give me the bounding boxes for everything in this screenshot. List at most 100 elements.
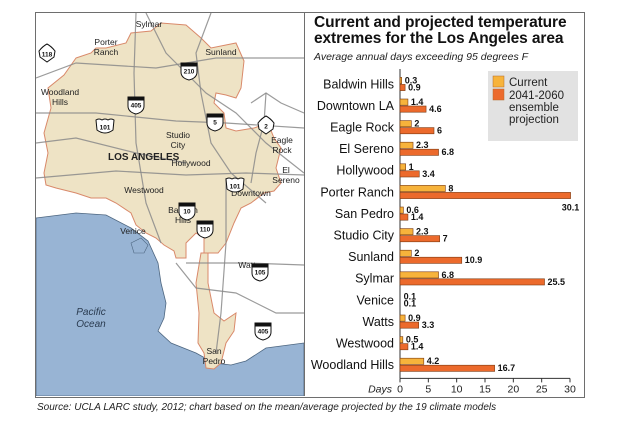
- data-label-projection: 4.6: [429, 104, 442, 114]
- bar-current: [399, 141, 414, 149]
- highway-shield-i-5: 5: [206, 113, 224, 132]
- category-label: Hollywood: [336, 164, 394, 178]
- place-label-watts: Watts: [238, 260, 259, 270]
- data-label-current: 6.8: [442, 270, 455, 280]
- data-label-projection: 3.4: [422, 169, 435, 179]
- bar-projection: [399, 192, 571, 199]
- place-label-studio-city: Studio: [166, 130, 190, 140]
- bar-group: Sunland 2 10.9: [348, 248, 482, 265]
- chart-title: Current and projected temperature extrem…: [314, 15, 567, 47]
- bar-projection: [399, 127, 435, 135]
- data-label-projection: 25.5: [548, 277, 566, 287]
- highway-number: 110: [200, 227, 211, 234]
- legend-label: Current: [509, 77, 548, 89]
- road: [250, 92, 267, 184]
- place-label-sylmar: Sylmar: [136, 19, 163, 29]
- bar-projection: [399, 84, 406, 91]
- highway-shield-us-101-central: 101: [225, 177, 245, 193]
- interstate-shield-band: [207, 114, 223, 118]
- city-of-los-angeles-area: [43, 22, 282, 259]
- interstate-shield-icon: [180, 62, 198, 81]
- category-label: Westwood: [336, 337, 394, 351]
- bar-current: [399, 98, 409, 106]
- bar-current: [399, 77, 403, 84]
- bar-current: [399, 336, 404, 344]
- bar-current: [399, 206, 404, 214]
- bar-group: Baldwin Hills 0.30.9: [323, 75, 420, 92]
- place-label-hollywood: Hollywood: [171, 158, 210, 168]
- state-route-shield-icon: [257, 115, 275, 135]
- interstate-shield-icon: [254, 322, 272, 341]
- highway-number: 5: [213, 120, 217, 127]
- category-label: Sylmar: [355, 272, 394, 286]
- place-label-woodland-hills: Woodland: [41, 87, 79, 97]
- highway-number: 2: [264, 124, 268, 131]
- ocean: [36, 212, 304, 396]
- interstate-shield-band: [197, 221, 213, 225]
- category-label: El Sereno: [339, 142, 394, 156]
- data-label-projection: 0.1: [404, 298, 417, 308]
- bar-group: Hollywood 1 3.4: [336, 162, 434, 179]
- place-label-westwood: Westwood: [124, 185, 164, 195]
- bar-projection: [399, 321, 420, 329]
- data-label-projection: 0.9: [408, 82, 421, 92]
- data-label-projection: 10.9: [465, 255, 483, 265]
- highway-number: 210: [184, 69, 195, 76]
- bar-group: Venice 0.10.1: [356, 291, 416, 308]
- bar-group: Eagle Rock 2 6: [330, 119, 442, 136]
- x-tick-label: 30: [564, 383, 576, 395]
- data-label-projection: 3.3: [422, 320, 435, 330]
- data-label-current: 8: [448, 183, 453, 193]
- state-route-shield-icon: [38, 43, 56, 63]
- data-label-current: 0.9: [408, 313, 421, 323]
- data-label-current: 2: [414, 248, 419, 258]
- bar-group: El Sereno 2.3 6.8: [339, 140, 454, 157]
- harbor-gateway-san-pedro: [195, 252, 237, 370]
- interstate-shield-icon: [196, 220, 214, 239]
- category-label: Studio City: [334, 229, 395, 243]
- chart-panel: Current and projected temperature extrem…: [305, 13, 583, 396]
- bar-projection: [399, 105, 427, 113]
- bar-projection: [399, 256, 463, 264]
- data-label-current: 2.3: [416, 227, 429, 237]
- place-label-sunland: Sunland: [205, 47, 236, 57]
- interstate-shield-icon: [206, 113, 224, 132]
- ocean-label-line2: Ocean: [76, 319, 106, 330]
- place-label-downtown: Downtown: [231, 188, 271, 198]
- road: [186, 262, 304, 266]
- data-label-projection: 16.7: [498, 363, 516, 373]
- highway-number: 118: [42, 52, 53, 59]
- road: [215, 178, 227, 354]
- interstate-shield-icon: [178, 202, 196, 221]
- place-label-venice: Venice: [120, 226, 146, 236]
- interstate-shield-band: [252, 264, 268, 268]
- bar-projection: [399, 235, 440, 243]
- data-label-projection: 1.4: [411, 212, 424, 222]
- highway-shield-i-405-north: 405: [127, 96, 145, 115]
- x-tick-label: 25: [536, 383, 548, 395]
- data-label-current: 1.4: [411, 97, 424, 107]
- bar-projection: [399, 343, 409, 351]
- data-label-projection: 30.1: [562, 203, 580, 213]
- bar-group: Watts 0.93.3: [363, 313, 435, 330]
- place-label-san-pedro: Pedro: [203, 356, 226, 366]
- highway-shield-ca-2: 2: [257, 115, 275, 135]
- legend-label: ensemble: [509, 102, 559, 114]
- bar-group: Westwood 0.51.4: [336, 335, 424, 352]
- highway-shield-ca-118: 118: [38, 43, 56, 63]
- bar-current: [399, 120, 412, 128]
- bar-projection: [399, 278, 545, 286]
- bar-current: [399, 228, 414, 236]
- place-label-studio-city: City: [171, 140, 186, 150]
- bar-projection: [399, 148, 439, 156]
- data-label-current: 0.5: [406, 335, 419, 345]
- x-tick-label: 10: [451, 383, 463, 395]
- category-label: Woodland Hills: [311, 358, 394, 372]
- bar-group: Woodland Hills 4.2 16.7: [311, 356, 515, 373]
- data-label-current: 2.3: [416, 140, 429, 150]
- data-label-current: 0.6: [406, 205, 419, 215]
- bar-group: Porter Ranch 8 30.1: [320, 183, 579, 212]
- category-label: Sunland: [348, 250, 394, 264]
- interstate-shield-band: [179, 203, 195, 207]
